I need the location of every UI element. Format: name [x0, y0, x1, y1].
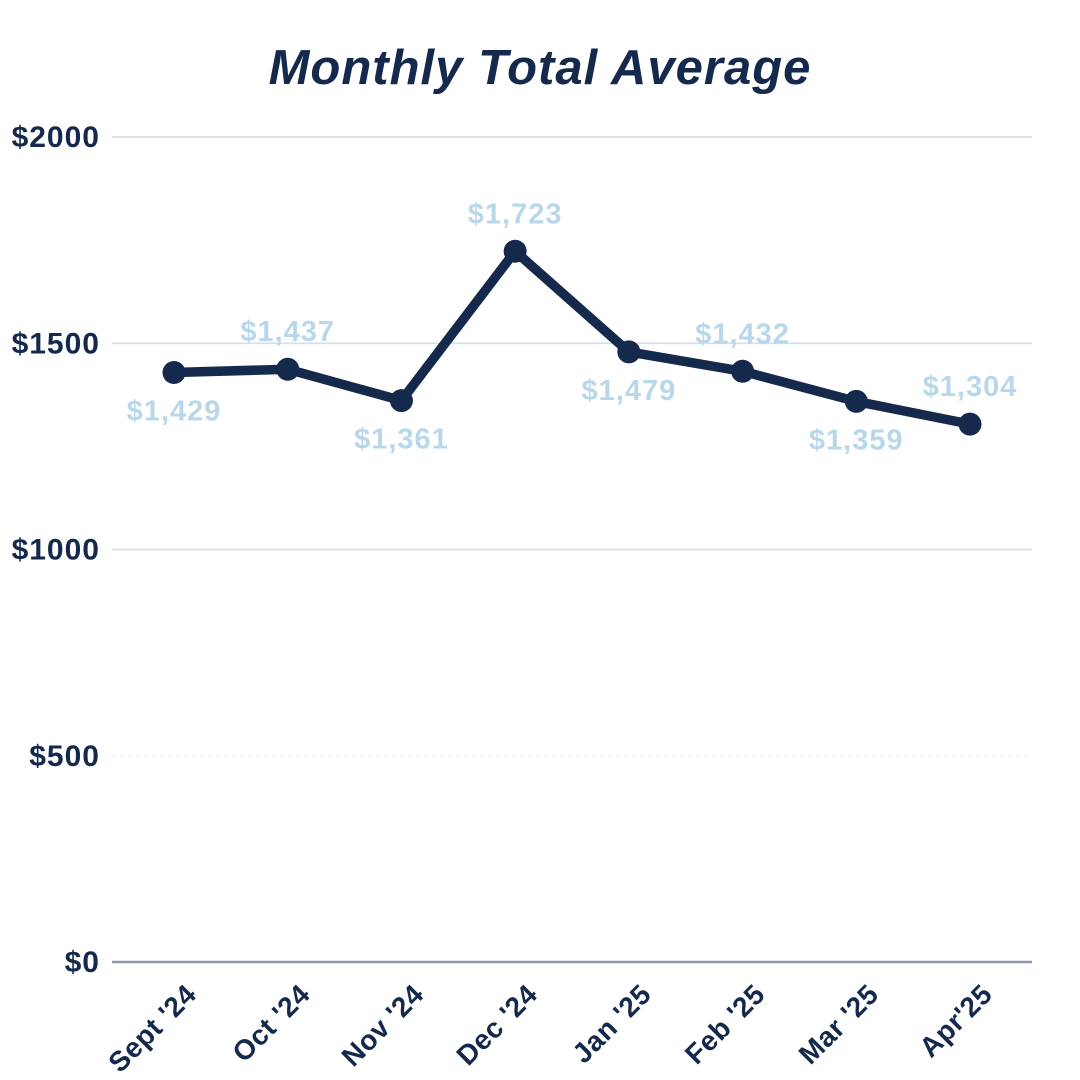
x-axis-label-8: Apr'25 — [913, 978, 998, 1063]
data-point-5 — [617, 340, 641, 364]
data-point-8 — [958, 412, 982, 436]
data-point-4 — [503, 239, 527, 263]
x-axis-label-6: Feb '25 — [679, 978, 771, 1070]
y-axis-tick-label: $0 — [65, 946, 100, 979]
data-point-label-6: $1,432 — [695, 318, 790, 350]
trend-line — [169, 246, 975, 429]
x-axis-label-3: Nov '24 — [336, 978, 430, 1072]
data-point-label-7: $1,359 — [809, 424, 904, 456]
data-point-1 — [162, 361, 186, 385]
data-point-7 — [844, 389, 868, 413]
y-axis-tick-label: $1000 — [12, 534, 100, 567]
data-point-label-8: $1,304 — [923, 371, 1018, 403]
y-axis-tick-label: $1500 — [12, 327, 100, 360]
data-point-3 — [389, 389, 413, 413]
data-point-2 — [276, 357, 300, 381]
data-point-label-5: $1,479 — [582, 375, 677, 407]
data-point-label-4: $1,723 — [468, 198, 563, 230]
x-axis-label-1: Sept '24 — [102, 978, 202, 1078]
chart-title: Monthly Total Average — [268, 41, 812, 95]
data-point-label-2: $1,437 — [240, 316, 335, 348]
data-point-6 — [731, 359, 755, 383]
data-point-label-3: $1,361 — [354, 424, 449, 456]
data-point-label-1: $1,429 — [127, 396, 222, 428]
y-axis-tick-label: $500 — [29, 740, 100, 773]
y-axis-tick-label: $2000 — [12, 121, 100, 154]
x-axis-label-2: Oct '24 — [226, 978, 316, 1068]
x-axis-label-4: Dec '24 — [450, 978, 543, 1071]
x-axis-label-5: Jan '25 — [566, 978, 657, 1069]
x-axis-label-7: Mar '25 — [793, 978, 885, 1070]
